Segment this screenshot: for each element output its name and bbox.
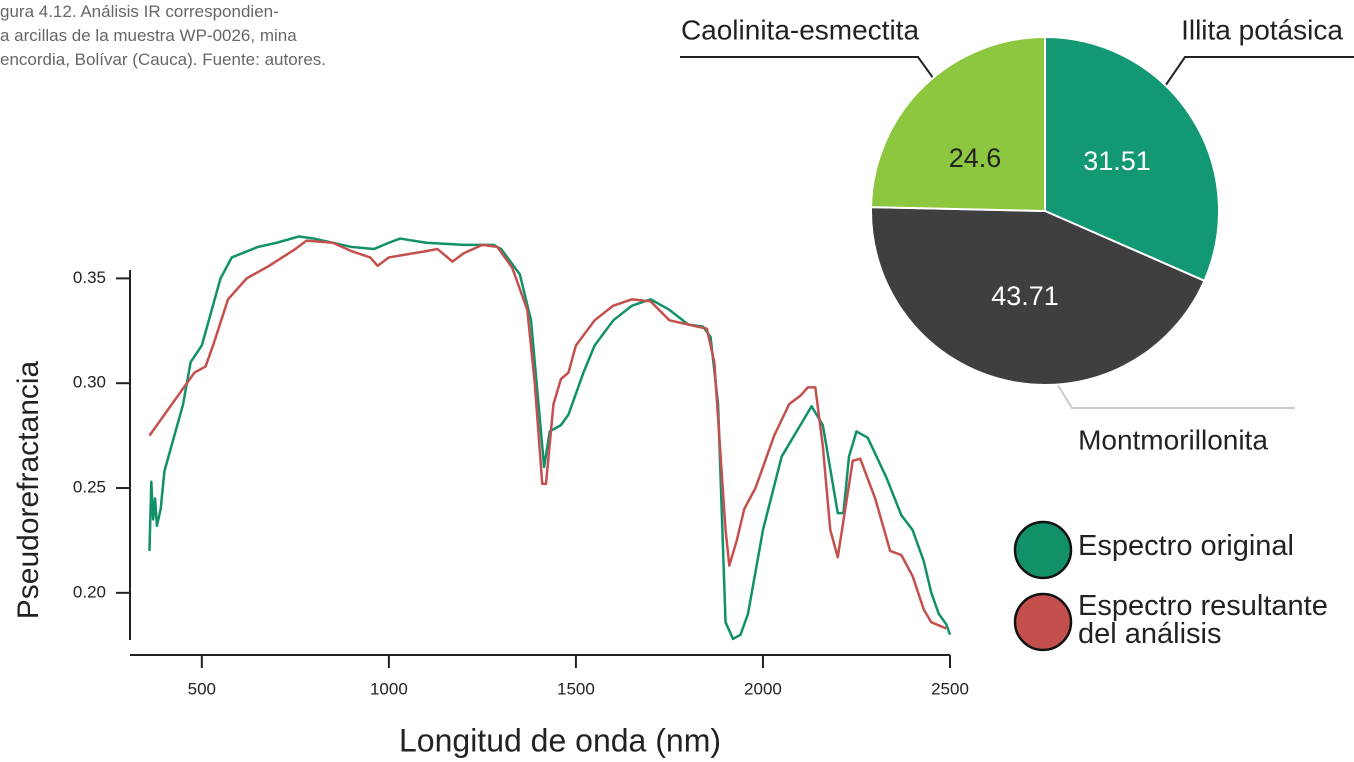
legend-label: Espectro resultante del análisis [1078, 590, 1328, 650]
legend-swatch [1013, 520, 1073, 580]
spectrum-line [148, 235, 952, 641]
pie-value-label: 43.71 [991, 281, 1059, 311]
pie-label: Montmorillonita [1078, 424, 1268, 455]
x-tick-label: 2500 [931, 679, 969, 698]
pie-slice [1044, 35, 1220, 283]
y-axis-label: Pseudorefractancia [12, 360, 45, 619]
spectrum-line [148, 239, 947, 630]
pie-label: Caolinita-esmectita [681, 14, 920, 45]
y-tick-label: 0.35 [73, 268, 106, 287]
x-axis-label: Longitud de onda (nm) [399, 722, 721, 758]
caption-line: encordia, Bolívar (Cauca). Fuente: autor… [0, 50, 326, 69]
caption: gura 4.12. Análisis IR correspondien- a … [0, 0, 326, 72]
caption-line: gura 4.12. Análisis IR correspondien- [0, 2, 279, 21]
x-tick-label: 1000 [370, 679, 408, 698]
pie-slice [870, 206, 1206, 386]
caption-line: a arcillas de la muestra WP-0026, mina [0, 26, 297, 45]
y-tick-label: 0.25 [73, 478, 106, 497]
legend-swatch [1013, 592, 1073, 652]
pie-value-label: 31.51 [1083, 146, 1151, 176]
legend-label: Espectro original [1078, 530, 1294, 562]
pie-slice [870, 35, 1046, 213]
y-tick-label: 0.30 [73, 373, 106, 392]
x-tick-label: 500 [188, 679, 216, 698]
x-tick-label: 1500 [557, 679, 595, 698]
y-tick-label: 0.20 [73, 582, 106, 601]
pie-label: Illita potásica [1181, 14, 1343, 45]
x-tick-label: 2000 [744, 679, 782, 698]
pie-value-label: 24.6 [949, 143, 1002, 173]
